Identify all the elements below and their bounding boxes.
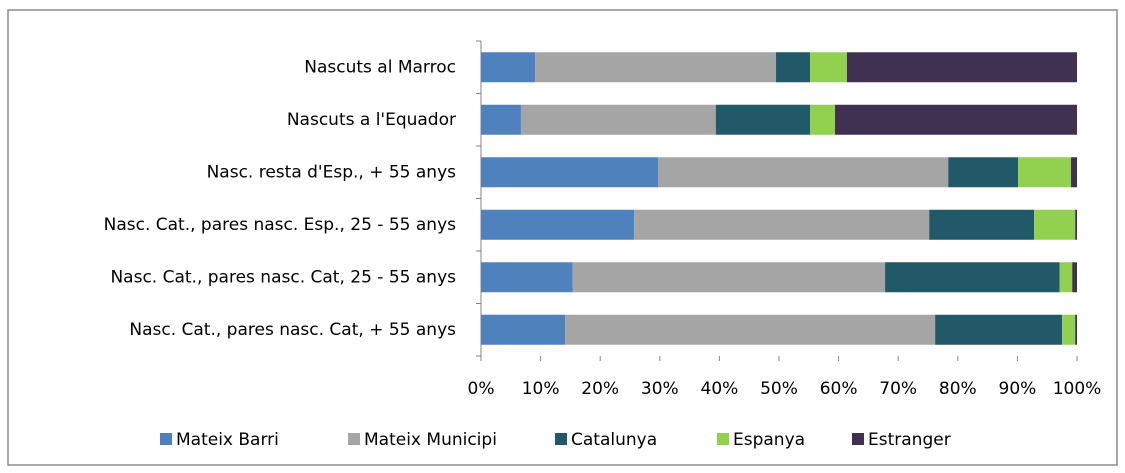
bar-segment	[835, 104, 1077, 135]
x-tick-label: 50%	[760, 379, 798, 399]
x-tick-label: 70%	[879, 379, 917, 399]
bar-segment	[1075, 209, 1077, 240]
bar-segment	[634, 209, 930, 240]
bar-segment	[1072, 262, 1077, 293]
legend-swatch	[852, 433, 864, 445]
bar-segment	[1071, 157, 1077, 188]
bar-segment	[846, 52, 1077, 83]
bar-segment	[481, 104, 521, 135]
bar-segment	[658, 157, 949, 188]
y-tick-label: Nasc. Cat., pares nasc. Cat, + 55 anys	[129, 320, 456, 340]
bar-segment	[948, 157, 1018, 188]
bar-segment	[481, 52, 536, 83]
bar-segment	[520, 104, 716, 135]
bar-segment	[1034, 209, 1076, 240]
bar-segment	[809, 104, 836, 135]
bar-segment	[1062, 314, 1076, 345]
y-tick-label: Nasc. Cat., pares nasc. Esp., 25 - 55 an…	[104, 215, 457, 235]
x-tick-label: 40%	[701, 379, 739, 399]
bar-segment	[776, 52, 810, 83]
x-tick-label: 0%	[468, 379, 495, 399]
legend-label: Catalunya	[571, 430, 657, 450]
bar-segment	[1075, 314, 1077, 345]
bar-segment	[535, 52, 777, 83]
x-tick-label: 80%	[939, 379, 977, 399]
legend-label: Estranger	[868, 430, 951, 450]
bar-segment	[935, 314, 1063, 345]
bar-segment	[809, 52, 847, 83]
legend-swatch	[717, 433, 729, 445]
x-tick-label: 60%	[820, 379, 858, 399]
x-tick-label: 10%	[522, 379, 560, 399]
legend-swatch	[160, 433, 172, 445]
bar-segment	[885, 262, 1060, 293]
bar-segment	[481, 157, 659, 188]
y-tick-label: Nascuts a l'Equador	[287, 110, 456, 130]
y-tick-label: Nascuts al Marroc	[304, 57, 456, 77]
bar-segment	[929, 209, 1035, 240]
bar-segment	[481, 209, 635, 240]
legend-swatch	[555, 433, 567, 445]
bar-segment	[481, 314, 566, 345]
x-tick-label: 20%	[581, 379, 619, 399]
y-tick-label: Nasc. resta d'Esp., + 55 anys	[207, 162, 457, 182]
bar-segment	[481, 262, 573, 293]
legend-label: Espanya	[733, 430, 805, 450]
legend-label: Mateix Barri	[176, 430, 279, 450]
bar-segment	[1059, 262, 1073, 293]
bar-segment	[715, 104, 810, 135]
bar-segment	[565, 314, 936, 345]
y-tick-label: Nasc. Cat., pares nasc. Cat, 25 - 55 any…	[110, 267, 456, 287]
legend-swatch	[348, 433, 360, 445]
x-tick-label: 90%	[999, 379, 1037, 399]
bar-segment	[572, 262, 886, 293]
legend-label: Mateix Municipi	[364, 430, 497, 450]
bar-segment	[1017, 157, 1072, 188]
x-tick-label: 30%	[641, 379, 679, 399]
x-tick-label: 100%	[1053, 379, 1102, 399]
